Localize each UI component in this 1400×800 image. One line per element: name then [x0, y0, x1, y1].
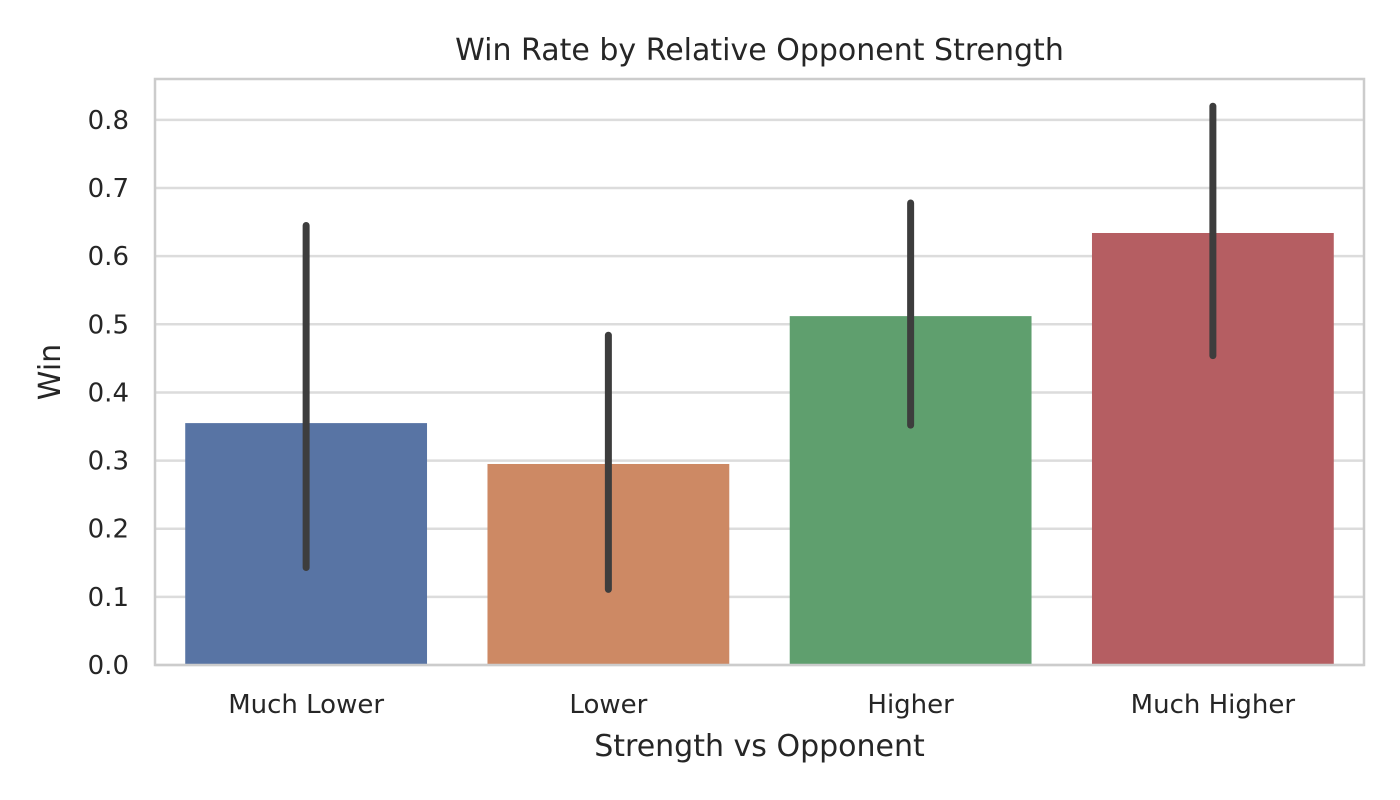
x-tick-labels: Much Lower Lower Higher Much Higher	[228, 690, 1295, 720]
x-tick-label: Higher	[867, 690, 954, 720]
plot-frame	[153, 77, 1366, 667]
y-axis-title: Win	[33, 344, 68, 400]
y-tick-label: 0.0	[88, 651, 129, 681]
y-tick-label: 0.1	[88, 583, 129, 613]
y-tick-label: 0.5	[88, 310, 129, 340]
y-tick-label: 0.6	[88, 242, 129, 272]
x-tick-label: Lower	[569, 690, 647, 720]
y-tick-label: 0.2	[88, 515, 129, 545]
chart-title: Win Rate by Relative Opponent Strength	[455, 33, 1064, 68]
x-tick-label: Much Higher	[1131, 690, 1296, 720]
y-tick-label: 0.4	[88, 378, 129, 408]
x-axis-title: Strength vs Opponent	[594, 729, 925, 764]
x-tick-label: Much Lower	[228, 690, 384, 720]
error-bars	[302, 102, 1217, 593]
y-tick-label: 0.8	[88, 106, 129, 136]
y-tick-label: 0.7	[88, 174, 129, 204]
y-tick-labels: 0.0 0.1 0.2 0.3 0.4 0.5 0.6 0.7 0.8	[88, 106, 129, 681]
bars	[185, 232, 1334, 665]
y-tick-label: 0.3	[88, 447, 129, 477]
